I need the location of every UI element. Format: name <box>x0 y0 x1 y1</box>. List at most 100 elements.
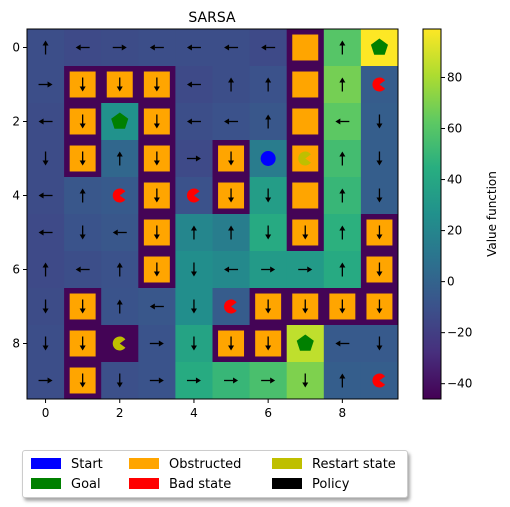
policy-arrow <box>38 377 53 384</box>
legend-swatch-restart-state <box>272 458 302 469</box>
policy-arrow <box>186 118 201 125</box>
policy-arrow <box>112 229 127 236</box>
x-tick-label: 4 <box>190 406 198 420</box>
policy-arrow <box>339 40 346 55</box>
legend-item-obstructed: Obstructed <box>129 458 241 472</box>
obstructed-marker <box>292 108 319 135</box>
policy-arrow <box>190 336 197 351</box>
policy-arrow <box>38 118 53 125</box>
bad-state-marker <box>372 77 386 92</box>
policy-arrow <box>261 377 276 384</box>
restart-state-marker <box>112 336 126 351</box>
chart-title: SARSA <box>188 10 236 26</box>
policy-arrow <box>265 299 272 314</box>
policy-arrow <box>376 299 383 314</box>
policy-arrow <box>42 336 49 351</box>
colorbar-tick-label: 80 <box>447 70 462 84</box>
policy-arrow <box>228 151 235 166</box>
policy-arrow <box>190 225 197 240</box>
policy-arrow <box>79 336 86 351</box>
colorbar-tick-label: 60 <box>447 122 462 136</box>
policy-arrow <box>79 188 86 203</box>
policy-arrow <box>339 188 346 203</box>
legend-item-restart-state: Restart state <box>272 458 396 472</box>
y-axis: 0 2 4 6 8 <box>12 41 27 351</box>
bad-state-marker <box>186 188 200 203</box>
colorbar-tick-label: 0 <box>447 275 455 289</box>
policy-arrow <box>149 303 164 310</box>
policy-arrow <box>339 262 346 277</box>
obstructed-marker <box>292 71 319 98</box>
goal-marker <box>370 38 388 55</box>
policy-arrow <box>112 44 127 51</box>
y-tick-label: 2 <box>12 115 20 129</box>
legend-swatch-goal <box>31 478 61 489</box>
bad-state-marker <box>112 188 126 203</box>
policy-arrow <box>376 188 383 203</box>
policy-arrow <box>265 77 272 92</box>
policy-arrow <box>339 299 346 314</box>
policy-arrow <box>335 340 350 347</box>
policy-arrow <box>153 114 160 129</box>
policy-arrow <box>153 77 160 92</box>
policy-arrow <box>75 44 90 51</box>
policy-arrow <box>298 266 313 273</box>
policy-arrow <box>224 266 239 273</box>
policy-arrow <box>116 299 123 314</box>
colorbar-tick-label: −20 <box>447 326 472 340</box>
policy-arrow <box>190 262 197 277</box>
policy-arrow <box>186 155 201 162</box>
legend-label-bad-state: Bad state <box>169 477 232 492</box>
policy-arrow <box>42 151 49 166</box>
colorbar-axis: −40 −20 0 20 40 60 80 <box>441 70 472 391</box>
legend-swatch-obstructed <box>129 458 159 469</box>
bad-state-marker <box>372 373 386 388</box>
legend-label-goal: Goal <box>71 477 101 492</box>
policy-arrow <box>302 225 309 240</box>
policy-arrow <box>79 114 86 129</box>
y-tick-label: 0 <box>12 41 20 55</box>
policy-arrow <box>261 266 276 273</box>
policy-arrow <box>42 262 49 277</box>
legend-swatch-policy <box>272 478 302 489</box>
policy-arrow <box>186 377 201 384</box>
policy-arrow <box>42 40 49 55</box>
policy-arrow <box>265 114 272 129</box>
policy-arrow <box>186 81 201 88</box>
x-axis: 0 2 4 6 8 <box>42 399 346 420</box>
policy-arrow <box>153 225 160 240</box>
restart-state-marker <box>298 151 311 166</box>
grid-overlays <box>38 34 393 394</box>
policy-arrow <box>153 262 160 277</box>
policy-arrow <box>186 44 201 51</box>
policy-arrow <box>149 340 164 347</box>
policy-arrow <box>335 118 350 125</box>
policy-arrow <box>265 225 272 240</box>
policy-arrow <box>42 299 49 314</box>
policy-arrow <box>153 151 160 166</box>
policy-arrow <box>376 336 383 351</box>
policy-arrow <box>265 188 272 203</box>
policy-arrow <box>228 336 235 351</box>
legend-label-start: Start <box>71 457 103 472</box>
policy-arrow <box>339 225 346 240</box>
y-tick-label: 8 <box>12 337 20 351</box>
obstructed-marker <box>292 182 319 209</box>
policy-arrow <box>376 114 383 129</box>
colorbar-tick-label: 20 <box>447 224 462 238</box>
policy-arrow <box>79 151 86 166</box>
goal-marker <box>296 334 314 351</box>
y-tick-label: 6 <box>12 263 20 277</box>
legend-swatch-bad-state <box>129 478 159 489</box>
policy-arrow <box>79 299 86 314</box>
y-tick-label: 4 <box>12 189 20 203</box>
policy-arrow <box>376 225 383 240</box>
x-tick-label: 0 <box>42 406 50 420</box>
policy-arrow <box>228 225 235 240</box>
goal-marker <box>111 112 129 129</box>
policy-arrow <box>116 77 123 92</box>
policy-arrow <box>302 373 309 388</box>
policy-arrow <box>153 188 160 203</box>
policy-arrow <box>79 225 86 240</box>
